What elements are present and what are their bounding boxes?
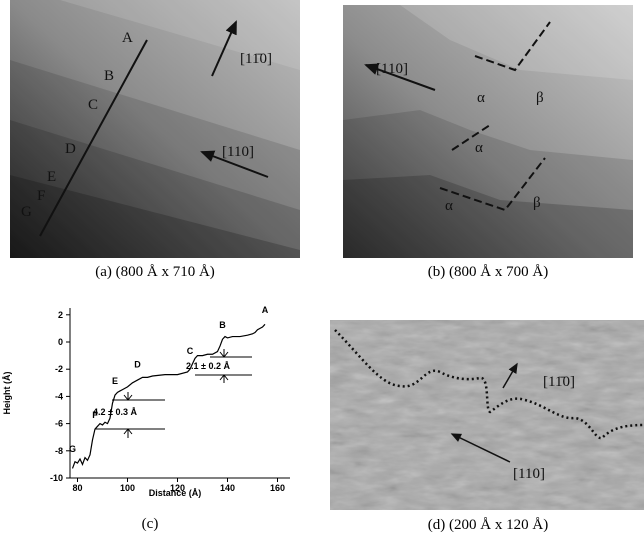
point-label: B (219, 320, 226, 330)
panel-a: A B C D E F G [11̄0] [110] (a) (800 Å x … (10, 0, 300, 280)
y-tick-label: 0 (58, 337, 63, 347)
panel-c: Height (Å) Distance (Å) 4.2 ± 0.3 Å 2.1 … (2, 305, 290, 532)
point-label: D (65, 141, 76, 157)
point-label: C (88, 97, 98, 113)
page: A B C D E F G [11̄0] [110] (a) (800 Å x … (0, 0, 644, 535)
panel-b: [110] α β α α β (b) (800 Å x 700 Å) (343, 5, 633, 280)
point-label: E (112, 376, 118, 386)
point-label: G (21, 204, 32, 220)
point-label: A (122, 30, 133, 46)
figure: A B C D E F G [11̄0] [110] (a) (800 Å x … (0, 0, 644, 535)
point-label: G (69, 444, 76, 454)
edge-label: β (536, 90, 544, 106)
point-label: F (37, 188, 45, 204)
edge-label: α (477, 90, 485, 106)
x-tick-label: 120 (170, 483, 185, 493)
y-tick-label: -10 (50, 473, 63, 483)
edge-label: α (445, 198, 453, 214)
direction-label: [110] (376, 61, 408, 77)
x-tick-label: 140 (220, 483, 235, 493)
point-label: E (47, 169, 56, 185)
y-tick-label: 2 (58, 310, 63, 320)
stm-texture (330, 320, 644, 510)
y-axis-label: Height (Å) (2, 372, 12, 415)
direction-label: [11̄0] (543, 374, 575, 390)
caption: (d) (200 Å x 120 Å) (428, 517, 548, 533)
panel-d: [11̄0] [110] (d) (200 Å x 120 Å) (330, 320, 644, 533)
direction-label: [110] (513, 466, 545, 482)
caption: (c) (142, 516, 159, 532)
annotation: 4.2 ± 0.3 Å (93, 407, 137, 417)
edge-label: β (533, 195, 541, 211)
caption: (a) (800 Å x 710 Å) (95, 264, 215, 280)
point-label: A (262, 305, 269, 315)
x-tick-label: 160 (270, 483, 285, 493)
profile-line (73, 324, 266, 468)
y-tick-label: -8 (55, 446, 63, 456)
caption: (b) (800 Å x 700 Å) (428, 264, 548, 280)
edge-label: α (475, 140, 483, 156)
point-label: D (134, 360, 141, 370)
direction-label: [11̄0] (240, 51, 272, 67)
y-tick-label: -2 (55, 364, 63, 374)
point-label: C (187, 346, 194, 356)
y-tick-label: -4 (55, 391, 63, 401)
x-tick-label: 100 (120, 483, 135, 493)
point-label: B (104, 68, 114, 84)
y-tick-label: -6 (55, 419, 63, 429)
x-tick-label: 80 (72, 483, 82, 493)
direction-label: [110] (222, 144, 254, 160)
point-label: F (92, 410, 98, 420)
